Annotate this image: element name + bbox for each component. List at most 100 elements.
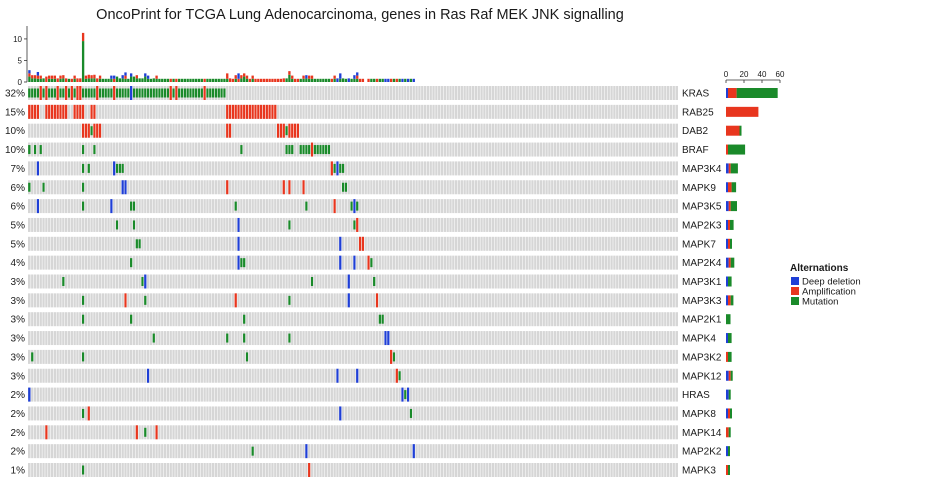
sample-bar-mutation [378,78,382,82]
gene-bar-deletion [726,333,728,344]
gene-label: MAPK7 [682,239,716,250]
cell-amplification [268,104,271,119]
percentage-label: 4% [11,258,26,269]
gene-bar-mutation [730,408,732,419]
cell-deletion [339,236,342,251]
legend-swatch-deep-deletion [791,277,799,285]
cell-deletion [237,255,240,270]
cell-amplification [76,86,79,100]
cell-mutation [197,88,201,98]
cell-mutation [302,145,305,155]
sample-bar-mutation [319,78,322,82]
sample-bar-mutation [73,78,76,82]
cell-amplification [279,123,283,138]
legend-label: Mutation [802,297,838,308]
cell-mutation [81,201,85,211]
cell-amplification [169,86,172,100]
cell-mutation [155,88,158,98]
chart-title: OncoPrint for TCGA Lung Adenocarcinoma, … [96,7,624,23]
gene-bar-mutation [728,427,731,438]
sample-bar-mutation [129,76,133,82]
gene-bar-deletion [726,408,728,419]
cell-amplification [135,425,139,440]
legend-title: Alternations [790,263,849,274]
sample-bar-mutation [341,78,345,82]
sample-bar-amplification [169,78,172,82]
sample-bar-amplification [361,78,365,82]
cell-mutation [172,88,175,98]
gene-bar-mutation [728,351,732,362]
sample-bar-mutation [299,78,302,82]
cell-mutation [299,145,302,155]
gene-bar-mutation [728,333,732,344]
sample-bar-mutation [118,78,122,82]
sample-bar-mutation [104,78,107,82]
cell-amplification [39,86,42,100]
gene-bar-deletion [726,370,729,381]
percentage-label: 3% [11,371,26,382]
cell-amplification [271,104,274,119]
gene-bar-mutation [736,88,778,98]
gene-label: MAPK9 [682,183,716,194]
sample-bar-mutation [166,78,170,82]
cell-mutation [409,408,413,418]
cell-amplification [288,180,291,195]
legend: Alternations Deep deletionAmplificationM… [790,263,861,308]
sample-bar-mutation [141,78,144,82]
sample-bar-mutation [115,76,119,82]
cell-mutation [84,88,88,98]
sample-bar-mutation [81,41,85,82]
gene-bar-deletion [726,163,729,174]
sample-bar-mutation [243,76,246,82]
cell-mutation [324,145,328,155]
percentage-label: 2% [11,390,26,401]
sample-bar-amplification [98,75,102,79]
sample-bar-amplification [39,75,42,79]
cell-mutation [372,277,376,286]
cell-mutation [118,88,122,98]
cell-mutation [121,163,124,173]
cell-mutation [138,239,141,249]
cell-mutation [341,163,345,173]
cell-amplification [389,349,393,364]
gene-bar-amplification [726,351,728,362]
gene-bar-amplification [728,219,730,230]
sample-bar-mutation [206,78,209,82]
column-separators [30,86,676,478]
cell-deletion [387,331,390,346]
cell-amplification [79,104,82,119]
sample-bar-amplification [251,75,254,79]
gene-label: MAP2K4 [682,258,722,269]
cell-mutation [242,314,246,324]
cell-amplification [242,104,246,119]
percentage-label: 5% [11,239,26,250]
sample-bar-deletion [129,73,133,77]
cell-amplification [231,104,235,119]
sample-bar-amplification [291,75,294,79]
cell-deletion [36,199,40,214]
sample-bar-mutation [84,78,88,82]
cell-deletion [110,199,113,214]
gene-bar-mutation [739,125,742,136]
sample-bar-mutation [223,78,226,82]
sample-bar-amplification [310,75,314,79]
sample-bar-amplification [282,78,285,82]
gene-bar-amplification [728,163,731,174]
sample-bar-amplification [228,78,232,82]
gene-bar-mutation [728,389,731,400]
gene-bar-amplification [728,182,732,193]
sample-bar-amplification [296,78,300,82]
cell-deletion [336,161,339,176]
cell-deletion [237,236,240,251]
gene-bar-mutation [728,144,746,155]
gene-bar-mutation [730,238,732,249]
cell-mutation [81,182,85,192]
gene-bar-deletion [726,238,728,249]
sample-bar-mutation [67,78,71,82]
cell-deletion [347,274,351,289]
cell-amplification [84,123,88,138]
sample-bar-deletion [28,70,31,74]
cell-mutation [378,314,382,324]
cell-deletion [401,387,404,402]
sample-bar-mutation [107,78,110,82]
